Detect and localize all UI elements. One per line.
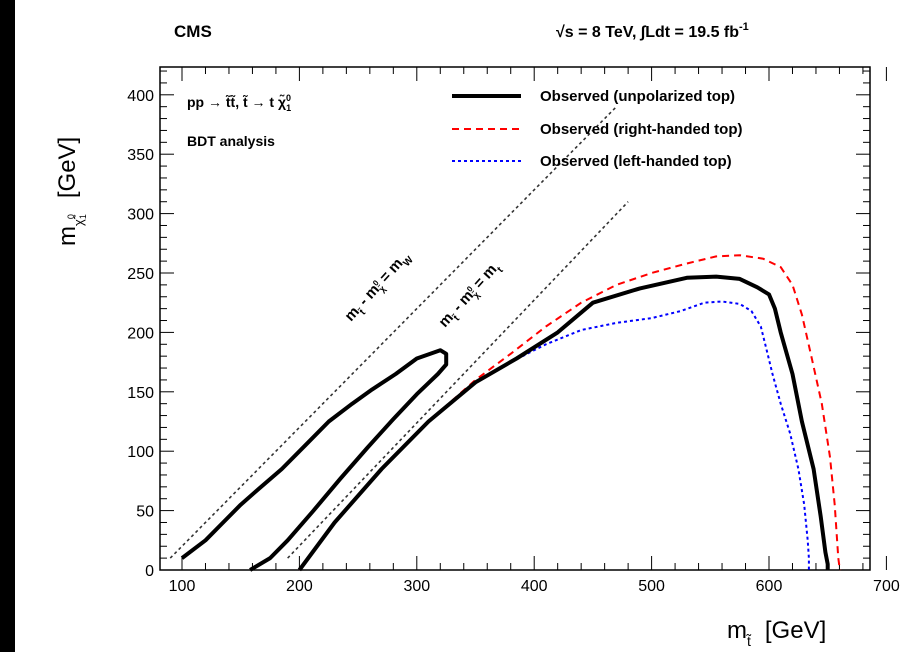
y-axis-label-m: m (54, 226, 81, 246)
annotation-mw-sub1: t̃ (356, 306, 368, 318)
x-tick-label: 200 (286, 578, 313, 595)
y-axis-label-sub-sup: 0 (66, 214, 76, 219)
series-line (298, 254, 842, 571)
annotation-mt: mt̃ - m0χ̃ = mt (435, 258, 506, 333)
x-tick-label: 600 (756, 578, 783, 595)
legend-label: Observed (unpolarized top) (540, 88, 735, 105)
y-axis-label-sub: χ̃ (71, 214, 86, 226)
x-tick-label: 700 (873, 578, 900, 595)
experiment-label: CMS (174, 22, 212, 41)
x-axis-label-m: m (727, 617, 747, 644)
x-axis-label-sub: t̃ (746, 633, 752, 649)
reference-line (169, 106, 617, 559)
annotation-mt-sub1: t̃ (450, 312, 462, 324)
process-text: pp → t̃t̃, t̃ → t χ̃ (187, 93, 286, 110)
y-axis-label: mχ̃0 1 [GeV] (54, 137, 88, 246)
legend-label: Observed (left-handed top) (540, 153, 732, 170)
y-tick-label: 350 (127, 147, 154, 164)
y-tick-label: 150 (127, 385, 154, 402)
process-label: pp → t̃t̃, t̃ → t χ̃0 1 (187, 93, 291, 113)
series-curves (180, 254, 842, 572)
energy-lumi-text: √s = 8 TeV, ∫Ldt = 19.5 fb (556, 24, 739, 41)
annotation-mt-sup2: 0 (465, 284, 475, 294)
y-tick-label: 50 (136, 504, 154, 521)
x-tick-label: 100 (169, 578, 196, 595)
series-line (180, 348, 449, 572)
annotation-mt-sub3: t (495, 265, 506, 275)
process-sub: 1 (286, 103, 291, 113)
x-tick-label: 400 (521, 578, 548, 595)
x-tick-label: 500 (638, 578, 665, 595)
y-tick-label: 250 (127, 266, 154, 283)
y-axis-label-sub-sub: 1 (78, 214, 88, 219)
figure-frame: CMS √s = 8 TeV, ∫Ldt = 19.5 fb-1 100 200 3… (15, 0, 918, 652)
energy-lumi-label: √s = 8 TeV, ∫Ldt = 19.5 fb-1 (556, 21, 749, 41)
annotation-mw-sub2: χ̃ (376, 282, 388, 294)
y-tick-label: 0 (145, 563, 154, 580)
plot-area (159, 66, 871, 571)
annotation-mw-sup2: 0 (371, 278, 381, 288)
y-tick-label: 100 (127, 444, 154, 461)
annotation-mt-sub2: χ̃ (470, 288, 482, 300)
legend-label: Observed (right-handed top) (540, 121, 743, 138)
y-tick-label: 300 (127, 207, 154, 224)
y-tick-label: 400 (127, 88, 154, 105)
x-tick-label: 300 (403, 578, 430, 595)
y-tick-label: 200 (127, 325, 154, 342)
reference-lines (169, 106, 629, 559)
annotation-mw: mt̃ - m0χ̃ = mW (341, 248, 416, 328)
process-sup: 0 (286, 93, 291, 103)
axis-ticks: 1002003004005006007008000501001502002503… (127, 67, 900, 595)
legend: Observed (unpolarized top) Observed (righ… (452, 88, 743, 170)
analysis-label: BDT analysis (187, 133, 275, 149)
x-axis-label: mt̃ [GeV] (727, 617, 826, 649)
y-axis-label-unit: [GeV] (54, 137, 81, 198)
x-axis-label-unit: [GeV] (765, 617, 826, 644)
lumi-exponent: -1 (739, 21, 749, 33)
series-line (297, 274, 830, 572)
figure: CMS √s = 8 TeV, ∫Ldt = 19.5 fb-1 100 200 3… (54, 21, 900, 649)
reference-line (287, 201, 629, 559)
